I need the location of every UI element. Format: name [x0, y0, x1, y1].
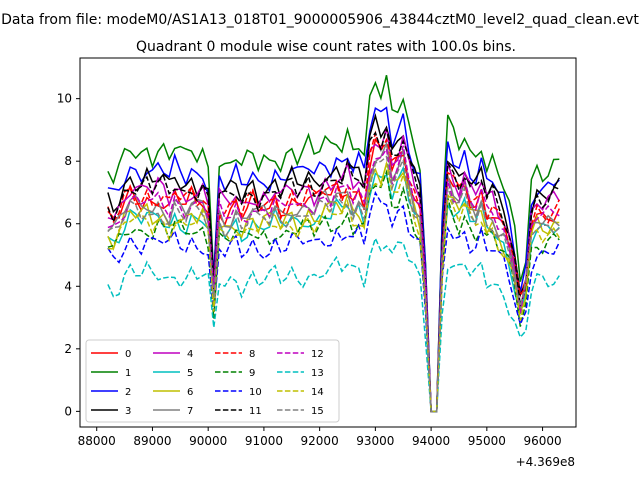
x-axis: 88000 89000 90000 91000 92000 93000 94000 95000… — [78, 427, 562, 448]
x-tick-label: 90000 — [189, 434, 227, 448]
legend-label: 11 — [249, 406, 262, 417]
y-tick-label: 10 — [57, 92, 72, 106]
legend-label: 15 — [311, 406, 324, 417]
y-tick-label: 8 — [64, 154, 72, 168]
series-line-13 — [107, 236, 560, 413]
legend-label: 4 — [187, 349, 193, 360]
legend-label: 8 — [249, 349, 255, 360]
series-line-11 — [107, 128, 560, 413]
x-tick-label: 92000 — [301, 434, 339, 448]
x-offset-text: +4.369e8 — [516, 455, 575, 469]
series-line-9 — [107, 169, 560, 413]
legend-label: 1 — [125, 368, 131, 379]
series-line-0 — [107, 137, 560, 413]
legend-box — [85, 339, 340, 423]
x-tick-label: 89000 — [133, 434, 171, 448]
legend-label: 7 — [187, 406, 193, 417]
series-line-1 — [107, 75, 560, 413]
x-tick-label: 94000 — [412, 434, 450, 448]
series-line-10 — [107, 190, 560, 413]
legend-label: 3 — [125, 406, 131, 417]
legend-label: 13 — [311, 368, 324, 379]
legend-label: 10 — [249, 387, 262, 398]
x-tick-label: 88000 — [78, 434, 116, 448]
legend-label: 5 — [187, 368, 193, 379]
y-tick-label: 2 — [64, 342, 72, 356]
y-axis: 0 2 4 6 8 10 — [57, 92, 80, 418]
series-line-15 — [107, 155, 560, 413]
legend-label: 12 — [311, 349, 324, 360]
axes-frame — [79, 57, 577, 428]
legend-label: 0 — [125, 349, 131, 360]
legend-label: 14 — [311, 387, 324, 398]
series-line-14 — [107, 163, 560, 413]
legend-label: 6 — [187, 387, 193, 398]
x-tick-label: 93000 — [356, 434, 394, 448]
x-tick-label: 95000 — [468, 434, 506, 448]
chart-title: Quadrant 0 module wise count rates with … — [136, 39, 516, 55]
series-line-8 — [107, 130, 560, 413]
x-tick-label: 91000 — [245, 434, 283, 448]
legend-label: 9 — [249, 368, 255, 379]
y-tick-label: 0 — [64, 404, 72, 418]
legend-label: 2 — [125, 387, 131, 398]
series-line-12 — [107, 145, 560, 413]
series-line-3 — [107, 113, 560, 413]
y-tick-label: 6 — [64, 217, 72, 231]
series-line-2 — [107, 106, 560, 413]
y-tick-label: 4 — [64, 279, 72, 293]
series-layer — [107, 75, 560, 413]
figure-suptitle: Data from file: modeM0/AS1A13_018T01_900… — [1, 12, 639, 28]
x-tick-label: 96000 — [523, 434, 561, 448]
